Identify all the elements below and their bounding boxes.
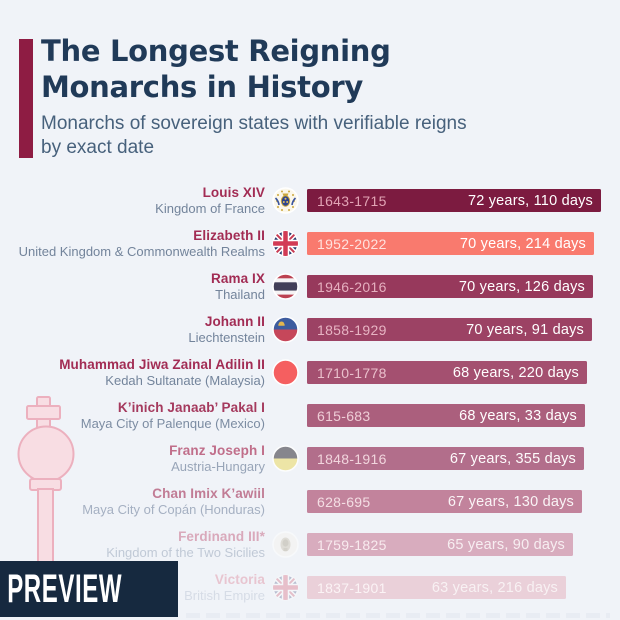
table-row: Victoria British Empire 1837-1901 xyxy=(0,566,620,609)
page-subtitle: Monarchs of sovereign states with verifi… xyxy=(41,112,581,160)
monarch-name: Victoria xyxy=(214,572,265,587)
monarch-name: Muhammad Jiwa Zainal Adilin II xyxy=(59,357,265,372)
monarch-name: Louis XIV xyxy=(202,185,265,200)
table-row: Franz Joseph I Austria-Hungary 1848-1916… xyxy=(0,437,620,480)
uk-flag-icon xyxy=(272,230,299,257)
reign-years: 1643-1715 xyxy=(317,192,387,209)
page-subtitle-line2: by exact date xyxy=(41,137,155,158)
reign-bar: 1946-2016 70 years, 126 days xyxy=(307,275,593,298)
table-row: Muhammad Jiwa Zainal Adilin II Kedah Sul… xyxy=(0,351,620,394)
monarch-country: Maya City of Copán (Honduras) xyxy=(82,502,265,517)
monarch-country: Austria-Hungary xyxy=(171,459,265,474)
kedah-red-flag-icon xyxy=(272,359,299,386)
table-row: Rama IX Thailand 1946-2016 xyxy=(0,265,620,308)
faded-footnote-line xyxy=(186,613,610,618)
table-row: Chan Imix K’awiil Maya City of Copán (Ho… xyxy=(0,480,620,523)
page-title: The Longest Reigning Monarchs in History xyxy=(41,33,601,105)
reign-bar: 1858-1929 70 years, 91 days xyxy=(307,318,592,341)
page-title-line1: The Longest Reigning xyxy=(41,34,391,68)
reign-duration: 63 years, 216 days xyxy=(431,579,558,596)
no-flag-spacer xyxy=(272,488,299,515)
table-row: K’inich Janaab’ Pakal I Maya City of Pal… xyxy=(0,394,620,437)
preview-label: PREVIEW xyxy=(7,566,123,611)
monarch-country: British Empire xyxy=(184,588,265,603)
page-subtitle-line1: Monarchs of sovereign states with verifi… xyxy=(41,113,467,134)
monarch-country: Thailand xyxy=(215,287,265,302)
monarch-country: Kingdom of the Two Sicilies xyxy=(106,545,265,560)
scepter-orb-watermark-icon xyxy=(17,396,75,566)
reign-duration: 67 years, 355 days xyxy=(449,450,576,467)
table-row: Johann II Liechtenstein 1858-1929 xyxy=(0,308,620,351)
table-row: Ferdinand III* Kingdom of the Two Sicili… xyxy=(0,523,620,566)
reign-years: 1858-1929 xyxy=(317,321,387,338)
reign-years: 1837-1901 xyxy=(317,579,387,596)
uk-flag-icon xyxy=(272,574,299,601)
monarch-name: Franz Joseph I xyxy=(169,443,265,458)
france-royal-flag-icon xyxy=(272,187,299,214)
reign-years: 1946-2016 xyxy=(317,278,387,295)
austria-hungary-flag-icon xyxy=(272,445,299,472)
reign-bar: 628-695 67 years, 130 days xyxy=(307,490,582,513)
reign-years: 1759-1825 xyxy=(317,536,387,553)
two-sicilies-flag-icon xyxy=(272,531,299,558)
reign-years: 628-695 xyxy=(317,493,371,510)
reign-bar: 1952-2022 70 years, 214 days xyxy=(307,232,594,255)
reign-bar: 1837-1901 63 years, 216 days xyxy=(307,576,566,599)
monarch-country: Maya City of Palenque (Mexico) xyxy=(80,416,265,431)
reign-duration: 68 years, 33 days xyxy=(459,407,577,424)
monarch-name: Ferdinand III* xyxy=(178,529,265,544)
liechtenstein-flag-icon xyxy=(272,316,299,343)
reign-years: 1710-1778 xyxy=(317,364,387,381)
monarch-country: United Kingdom & Commonwealth Realms xyxy=(18,244,265,259)
page-title-line2: Monarchs in History xyxy=(41,70,363,104)
reign-years: 1952-2022 xyxy=(317,235,387,252)
no-flag-spacer xyxy=(272,402,299,429)
reign-duration: 68 years, 220 days xyxy=(452,364,579,381)
table-row: Elizabeth II United Kingdom & Commonweal… xyxy=(0,222,620,265)
reign-bar: 1643-1715 72 years, 110 days xyxy=(307,189,601,212)
reign-years: 1848-1916 xyxy=(317,450,387,467)
monarch-bar-list: Louis XIV Kingdom of France xyxy=(0,179,620,609)
monarch-name: Johann II xyxy=(204,314,265,329)
reign-duration: 70 years, 214 days xyxy=(459,235,586,252)
reign-duration: 65 years, 90 days xyxy=(447,536,565,553)
monarch-name: Elizabeth II xyxy=(193,228,265,243)
preview-badge: PREVIEW xyxy=(0,561,178,617)
reign-duration: 70 years, 126 days xyxy=(458,278,585,295)
monarch-country: Liechtenstein xyxy=(188,330,265,345)
reign-duration: 70 years, 91 days xyxy=(466,321,584,338)
title-accent-bar xyxy=(19,39,33,158)
reign-years: 615-683 xyxy=(317,407,371,424)
monarch-name: K’inich Janaab’ Pakal I xyxy=(117,400,265,415)
monarch-country: Kingdom of France xyxy=(155,201,265,216)
monarch-country: Kedah Sultanate (Malaysia) xyxy=(105,373,265,388)
reign-duration: 67 years, 130 days xyxy=(447,493,574,510)
reign-bar: 1848-1916 67 years, 355 days xyxy=(307,447,584,470)
reign-bar: 615-683 68 years, 33 days xyxy=(307,404,585,427)
table-row: Louis XIV Kingdom of France xyxy=(0,179,620,222)
monarch-name: Rama IX xyxy=(211,271,265,286)
monarch-name: Chan Imix K’awiil xyxy=(152,486,265,501)
reign-bar: 1759-1825 65 years, 90 days xyxy=(307,533,573,556)
reign-duration: 72 years, 110 days xyxy=(467,192,593,209)
thailand-flag-icon xyxy=(272,273,299,300)
reign-bar: 1710-1778 68 years, 220 days xyxy=(307,361,587,384)
